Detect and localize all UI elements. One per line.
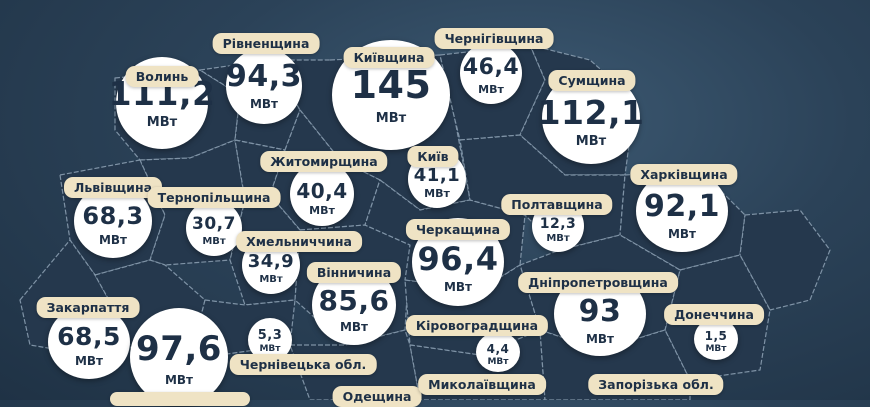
value-chernihiv: 46,4 — [462, 55, 520, 80]
bubble-donetsk: 1,5 МВт — [694, 318, 738, 360]
label-cherkasy: Черкащина — [405, 219, 511, 240]
value-khmelnytskyi: 34,9 — [247, 251, 295, 272]
unit-zhytomyr: МВт — [309, 203, 335, 217]
label-kirovohrad: Кіровоградщина — [405, 315, 549, 336]
value-poltava: 12,3 — [539, 215, 577, 232]
unit-khmelnytskyi: МВт — [259, 274, 283, 285]
value-lviv: 68,3 — [82, 202, 144, 230]
label-chernivtsi: Чернівецька обл. — [229, 354, 377, 375]
unit-sumy: МВт — [575, 134, 607, 149]
value-vinnytsia: 85,6 — [318, 284, 390, 317]
bubble-ivano-frankivsk: 97,6 МВт — [130, 308, 228, 406]
unit-kirovohrad: МВт — [487, 357, 509, 367]
value-kirovohrad: 4,4 — [486, 342, 510, 356]
label-donetsk: Донеччина — [664, 304, 764, 325]
unit-chernivtsi: МВт — [259, 343, 281, 354]
label-zhytomyr: Житомирщина — [260, 151, 388, 172]
label-rivne: Рівненщина — [212, 33, 320, 54]
label-chernihiv: Чернігівщина — [434, 28, 554, 49]
label-ternopil: Тернопільщина — [147, 187, 281, 208]
label-lviv: Львівщина — [63, 177, 163, 198]
label-kyiv-city: Київ — [407, 146, 459, 167]
label-ivano-frankivsk — [110, 392, 250, 406]
unit-volyn: МВт — [146, 115, 178, 130]
value-zhytomyr: 40,4 — [296, 178, 348, 203]
unit-ivano-frankivsk: МВт — [164, 373, 194, 387]
unit-ternopil: МВт — [202, 235, 226, 247]
label-sumy: Сумщина — [548, 70, 636, 91]
unit-kyiv-oblast: МВт — [375, 110, 407, 126]
unit-kyiv-city: МВт — [424, 187, 450, 200]
value-kharkiv: 92,1 — [643, 189, 721, 224]
label-volyn: Волинь — [125, 66, 199, 87]
label-vinnytsia: Вінничина — [306, 262, 402, 283]
unit-poltava: МВт — [546, 232, 570, 244]
unit-lviv: МВт — [98, 233, 128, 247]
unit-rivne: МВт — [249, 97, 279, 111]
bubble-rivne: 94,3 МВт — [226, 48, 302, 124]
value-kyiv-oblast: 145 — [350, 62, 432, 107]
bubble-zhytomyr: 40,4 МВт — [290, 162, 354, 226]
label-poltava: Полтавщина — [501, 194, 613, 215]
unit-kharkiv: МВт — [667, 227, 697, 241]
label-odesa: Одещина — [332, 386, 422, 407]
label-dnipro: Дніпропетровщина — [518, 272, 678, 293]
bubble-kyiv-city: 41,1 МВт — [408, 150, 466, 208]
unit-chernihiv: МВт — [478, 83, 504, 96]
label-zaporizhzhia: Запорізька обл. — [588, 374, 724, 395]
unit-donetsk: МВт — [705, 344, 727, 354]
label-khmelnytskyi: Хмельниччина — [236, 231, 362, 252]
label-mykolaiv: Миколаївщина — [418, 374, 546, 395]
value-ivano-frankivsk: 97,6 — [136, 329, 222, 369]
unit-cherkasy: МВт — [443, 280, 473, 294]
value-rivne: 94,3 — [225, 59, 303, 94]
bubble-ternopil: 30,7 МВт — [186, 200, 242, 256]
unit-zakarpattia: МВт — [74, 353, 104, 368]
value-sumy: 112,1 — [537, 93, 645, 132]
value-zakarpattia: 68,5 — [57, 321, 121, 351]
unit-vinnytsia: МВт — [339, 320, 369, 334]
label-kharkiv: Харківщина — [630, 164, 738, 185]
value-kyiv-city: 41,1 — [413, 165, 461, 186]
value-dnipro: 93 — [578, 294, 622, 329]
value-ternopil: 30,7 — [192, 213, 236, 234]
bubble-chernihiv: 46,4 МВт — [460, 42, 522, 104]
bubble-kirovohrad: 4,4 МВт — [476, 332, 520, 372]
value-cherkasy: 96,4 — [417, 240, 499, 278]
label-zakarpattia: Закарпаття — [36, 297, 140, 318]
unit-dnipro: МВт — [585, 332, 615, 346]
value-donetsk: 1,5 — [704, 329, 728, 343]
value-chernivtsi: 5,3 — [257, 327, 283, 343]
label-kyiv-oblast: Київщина — [343, 47, 435, 68]
